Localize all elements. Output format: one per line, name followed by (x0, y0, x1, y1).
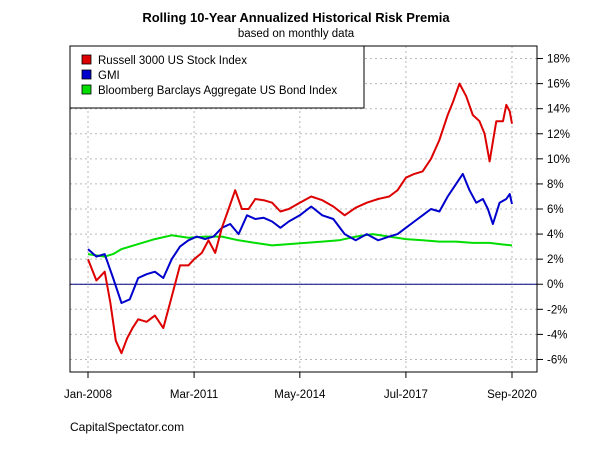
legend-label-russell: Russell 3000 US Stock Index (98, 55, 247, 67)
y-tick-label: 8% (547, 179, 564, 191)
axis-ticks: 18% 16% 14% 12% 10% 8% 6% 4% 2% 0% -2% -4% -6% Jan-20… (64, 54, 570, 401)
y-tick-label: 0% (547, 279, 564, 291)
series-line-gmi (87, 172, 513, 304)
x-tick-label: Sep-2020 (487, 389, 537, 401)
source-credit: CapitalSpectator.com (70, 420, 184, 434)
x-tick-label: Jul-2017 (384, 389, 428, 401)
legend: Russell 3000 US Stock Index GMI Bloomber… (69, 45, 365, 109)
grid (70, 46, 537, 372)
legend-swatch-bond (81, 84, 92, 95)
legend-swatch-gmi (81, 69, 92, 80)
y-tick-label: 16% (547, 79, 570, 91)
series-line-russell-3000 (87, 82, 513, 355)
series-lines (87, 82, 513, 355)
x-tick-label: Mar-2011 (170, 389, 218, 401)
y-tick-label: 10% (547, 154, 570, 166)
series-line-bond-index (87, 233, 513, 258)
legend-label-bond: Bloomberg Barclays Aggregate US Bond Ind… (98, 85, 337, 97)
y-tick-label: 4% (547, 229, 564, 241)
y-tick-label: 18% (547, 54, 570, 66)
y-tick-label: 6% (547, 204, 564, 216)
chart-subtitle: based on monthly data (238, 28, 355, 40)
y-tick-label: 2% (547, 254, 564, 266)
legend-swatch-russell (81, 54, 92, 65)
y-tick-label: -6% (547, 354, 567, 366)
legend-label-gmi: GMI (98, 70, 120, 82)
y-tick-label: -2% (547, 304, 567, 316)
x-tick-label: Jan-2008 (64, 389, 112, 401)
legend-box (69, 45, 365, 109)
y-tick-label: 12% (547, 129, 570, 141)
y-tick-label: 14% (547, 104, 570, 116)
chart-title: Rolling 10-Year Annualized Historical Ri… (142, 10, 450, 25)
y-tick-label: -4% (547, 329, 567, 341)
x-tick-label: May-2014 (274, 389, 326, 401)
